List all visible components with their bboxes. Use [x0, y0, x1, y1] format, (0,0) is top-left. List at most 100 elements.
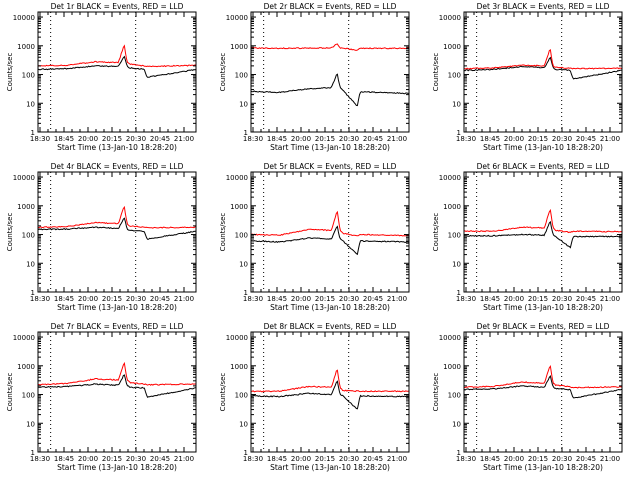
events-series-line: [37, 55, 197, 78]
x-tick-label: 21:00: [387, 295, 407, 303]
x-tick-label: 21:00: [600, 135, 620, 143]
chart-title: Det 9r BLACK = Events, RED = LLD: [477, 322, 610, 331]
events-series-line: [250, 73, 410, 107]
x-tick-label: 20:45: [150, 295, 170, 303]
x-tick-label: 18:30: [30, 295, 50, 303]
x-tick-label: 18:45: [480, 135, 500, 143]
y-tick-label: 10: [239, 100, 248, 108]
y-tick-label: 10: [26, 100, 35, 108]
x-axis-label: Start Time (13-Jan-10 18:28:20): [483, 143, 603, 152]
x-tick-label: 20:45: [363, 295, 383, 303]
lld-series-line: [37, 361, 197, 386]
y-axis-label: Counts/sec: [432, 373, 440, 412]
panel-det-7r: 1 10 100 1000 10000 18:30 18:45 20:00 20:15 20:30…: [6, 322, 197, 472]
x-tick-label: 20:30: [552, 295, 572, 303]
x-axis-label: Start Time (13-Jan-10 18:28:20): [57, 143, 177, 152]
y-tick-label: 1: [31, 129, 35, 137]
x-tick-label: 20:15: [102, 455, 122, 463]
y-tick-label: 10000: [226, 14, 248, 22]
x-axis-label: Start Time (13-Jan-10 18:28:20): [483, 463, 603, 472]
panel-det-6r: 1 10 100 1000 10000 18:30 18:45 20:00 20:15 20:30…: [432, 162, 623, 312]
x-tick-label: 20:45: [576, 295, 596, 303]
y-tick-label: 100: [235, 72, 248, 80]
y-tick-label: 1: [244, 289, 248, 297]
x-tick-label: 18:30: [30, 135, 50, 143]
x-tick-label: 18:30: [243, 295, 263, 303]
x-tick-label: 20:45: [576, 455, 596, 463]
x-axis-label: Start Time (13-Jan-10 18:28:20): [270, 143, 390, 152]
y-tick-label: 1: [457, 129, 461, 137]
x-tick-label: 20:30: [339, 455, 359, 463]
x-tick-label: 20:00: [78, 135, 98, 143]
y-tick-label: 100: [235, 392, 248, 400]
panel-det-9r: 1 10 100 1000 10000 18:30 18:45 20:00 20:15 20:30…: [432, 322, 623, 472]
lld-series-line: [250, 43, 410, 51]
y-tick-label: 10000: [226, 334, 248, 342]
events-series-line: [463, 56, 623, 80]
chart-title: Det 4r BLACK = Events, RED = LLD: [51, 162, 184, 171]
plot-frame: [250, 171, 410, 293]
x-tick-label: 20:45: [576, 135, 596, 143]
lld-series-line: [463, 49, 623, 70]
x-tick-label: 18:30: [243, 455, 263, 463]
y-tick-label: 1000: [230, 363, 248, 371]
lld-series-line: [37, 44, 196, 68]
plot-frame: [37, 171, 197, 293]
x-tick-label: 20:45: [363, 135, 383, 143]
x-tick-label: 20:30: [552, 455, 572, 463]
x-tick-label: 21:00: [600, 295, 620, 303]
panel-det-1r: 1 10 100 1000 10000 18:30 18:45 20:00 20:15 20:30…: [6, 2, 197, 152]
panel-det-4r: 1 10 100 1000 10000 18:30 18:45 20:00 20:15 20:30…: [6, 162, 197, 312]
y-tick-label: 1000: [443, 363, 461, 371]
lld-series-line: [250, 369, 410, 393]
y-tick-label: 10: [452, 260, 461, 268]
y-tick-label: 100: [22, 72, 35, 80]
y-tick-label: 100: [448, 72, 461, 80]
x-tick-label: 20:30: [339, 135, 359, 143]
y-tick-label: 100: [448, 232, 461, 240]
panel-det-2r: 1 10 100 1000 10000 18:30 18:45 20:00 20:15 20:30…: [219, 2, 410, 152]
y-tick-label: 10000: [13, 174, 35, 182]
x-tick-label: 20:00: [504, 295, 524, 303]
x-tick-label: 20:00: [291, 135, 311, 143]
y-tick-label: 10: [452, 420, 461, 428]
x-tick-label: 20:00: [78, 295, 98, 303]
x-tick-label: 20:45: [363, 455, 383, 463]
chart-title: Det 3r BLACK = Events, RED = LLD: [477, 2, 610, 11]
y-tick-label: 10: [239, 260, 248, 268]
x-tick-label: 20:15: [102, 135, 122, 143]
y-tick-label: 1000: [17, 363, 35, 371]
x-axis-label: Start Time (13-Jan-10 18:28:20): [483, 303, 603, 312]
x-tick-label: 20:15: [315, 295, 335, 303]
y-tick-label: 10000: [13, 334, 35, 342]
x-axis-label: Start Time (13-Jan-10 18:28:20): [270, 463, 390, 472]
x-tick-label: 20:30: [126, 295, 146, 303]
y-tick-label: 10000: [439, 334, 461, 342]
x-tick-label: 20:30: [126, 455, 146, 463]
panel-det-8r: 1 10 100 1000 10000 18:30 18:45 20:00 20:15 20:30…: [219, 322, 410, 472]
x-tick-label: 20:15: [315, 135, 335, 143]
x-tick-label: 18:45: [480, 455, 500, 463]
x-tick-label: 21:00: [387, 135, 407, 143]
x-tick-label: 18:45: [267, 135, 287, 143]
events-series-line: [38, 374, 197, 398]
x-tick-label: 21:00: [174, 135, 194, 143]
y-axis-label: Counts/sec: [219, 213, 227, 252]
y-tick-label: 100: [22, 392, 35, 400]
events-series-line: [463, 220, 623, 249]
x-tick-label: 18:45: [267, 455, 287, 463]
x-tick-label: 18:30: [243, 135, 263, 143]
y-axis-label: Counts/sec: [432, 53, 440, 92]
x-tick-label: 18:45: [480, 295, 500, 303]
lld-series-line: [37, 205, 197, 229]
y-tick-label: 1000: [443, 43, 461, 51]
x-tick-label: 21:00: [387, 455, 407, 463]
plot-frame: [37, 331, 197, 453]
x-axis-label: Start Time (13-Jan-10 18:28:20): [270, 303, 390, 312]
y-tick-label: 10: [26, 420, 35, 428]
x-axis-label: Start Time (13-Jan-10 18:28:20): [57, 463, 177, 472]
chart-title: Det 2r BLACK = Events, RED = LLD: [264, 2, 397, 11]
x-tick-label: 20:45: [150, 455, 170, 463]
plot-frame: [463, 331, 623, 453]
y-axis-label: Counts/sec: [432, 213, 440, 252]
